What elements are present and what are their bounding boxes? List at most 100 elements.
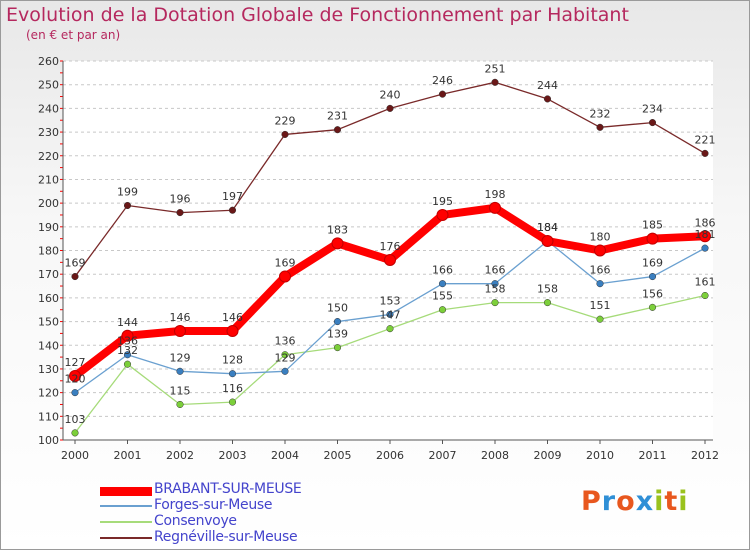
data-label: 155 [432,290,453,303]
data-label: 234 [642,103,663,116]
data-point [386,104,394,112]
data-point [123,360,132,368]
data-point [543,299,552,307]
legend-label: Regnéville-sur-Meuse [154,529,298,545]
data-point [333,126,342,134]
data-point [646,232,659,245]
data-point [71,389,79,397]
y-tick-label: 100 [38,434,59,447]
data-point [176,209,184,217]
data-label: 197 [222,190,243,203]
data-point [333,318,342,326]
data-point [386,325,394,333]
data-point [594,244,606,257]
y-tick-label: 140 [38,339,59,352]
data-point [281,130,289,138]
y-tick-label: 110 [38,410,59,423]
data-point [491,78,499,86]
data-label: 184 [537,221,558,234]
data-label: 150 [327,302,348,315]
data-label: 144 [117,316,138,329]
data-point [701,149,709,157]
data-point [436,208,449,221]
y-tick-label: 260 [38,55,59,68]
data-label: 180 [590,231,611,244]
data-label: 166 [485,264,506,277]
data-label: 139 [327,328,348,341]
data-label: 146 [222,311,243,324]
data-label: 169 [65,257,86,270]
y-tick-label: 200 [38,197,59,210]
data-point [384,253,396,266]
legend-label: BRABANT-SUR-MEUSE [154,481,302,497]
data-label: 176 [380,240,401,253]
data-point [123,351,132,359]
data-label: 246 [432,74,453,87]
data-label: 103 [65,413,86,426]
data-label: 158 [485,283,506,296]
data-point [596,315,604,323]
logo-letter: o [616,486,636,517]
data-point [228,398,237,406]
logo-letter: x [635,486,655,517]
x-tick-label: 2012 [691,449,719,462]
data-point [121,329,134,342]
data-label: 229 [275,114,296,127]
logo-letter: t [664,486,679,517]
y-tick-label: 210 [38,173,59,186]
y-tick-label: 150 [38,316,59,329]
x-tick-label: 2002 [166,449,194,462]
legend-swatch-brabant [100,487,152,496]
legend-label: Consenvoye [154,513,237,529]
data-point [491,280,499,288]
data-label: 231 [327,110,348,123]
x-tick-label: 2000 [61,449,89,462]
y-tick-label: 190 [38,221,59,234]
y-tick-label: 250 [38,79,59,92]
y-tick-label: 230 [38,126,59,139]
data-point [489,201,501,214]
data-label: 251 [485,62,506,75]
data-label: 232 [590,107,611,120]
y-tick-label: 240 [38,102,59,115]
data-label: 198 [485,188,506,201]
data-label: 136 [275,335,296,348]
proxiti-logo: Proxiti [581,486,689,517]
x-tick-label: 2005 [324,449,352,462]
data-point [331,237,344,250]
data-point [281,367,289,375]
data-point [596,123,604,131]
x-tick-label: 2007 [429,449,457,462]
data-point [543,95,552,103]
data-label: 169 [275,257,296,270]
data-label: 185 [642,219,663,232]
legend-swatch-forges [100,505,152,507]
data-label: 166 [432,264,453,277]
y-tick-label: 180 [38,245,59,258]
data-point [228,206,237,214]
y-tick-label: 130 [38,363,59,376]
data-point [228,370,237,378]
chart-title: Evolution de la Dotation Globale de Fonc… [6,4,629,26]
x-tick-label: 2003 [219,449,247,462]
axes: 100 110 120 130 140 150 160 170 180 190 200 210 220 2… [38,55,719,462]
data-label: 129 [170,351,191,364]
data-point [279,270,291,283]
data-label: 136 [117,335,138,348]
data-label: 199 [117,185,138,198]
data-point [596,280,604,288]
data-point [176,367,184,375]
data-label: 166 [590,264,611,277]
data-label: 128 [222,354,243,367]
data-point [438,306,447,314]
data-label: 147 [380,309,401,322]
y-tick-label: 220 [38,150,59,163]
data-point [491,299,499,307]
x-tick-label: 2004 [271,449,299,462]
series-lines [69,78,711,437]
legend-swatch-regneville [100,537,152,539]
data-label: 221 [695,133,716,146]
data-label: 127 [65,356,86,369]
data-label: 183 [327,223,348,236]
